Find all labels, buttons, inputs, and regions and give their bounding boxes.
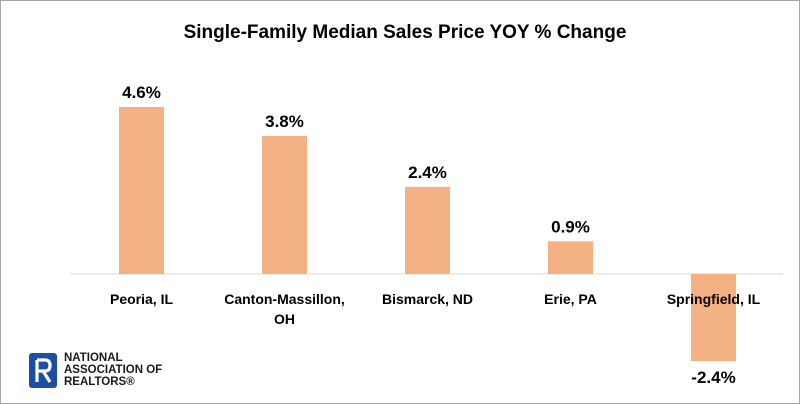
bars-layer xyxy=(119,107,736,362)
category-label-1-line-0: Canton-Massillon, xyxy=(224,291,345,307)
logo-wordmark: NATIONAL ASSOCIATION OF REALTORS® xyxy=(64,352,162,388)
logo-line-1: NATIONAL xyxy=(64,352,123,364)
category-label-1-line-1: OH xyxy=(274,311,295,327)
logo-line-2: ASSOCIATION OF xyxy=(64,364,163,376)
bar-4 xyxy=(691,274,736,362)
labels-layer: 4.6% Peoria, IL 3.8% Canton-Massillon, OH 2.4… xyxy=(110,83,761,387)
nar-logo: NATIONAL ASSOCIATION OF REALTORS® xyxy=(29,352,162,388)
category-label-4: Springfield, IL xyxy=(667,291,761,307)
chart-title: Single-Family Median Sales Price YOY % C… xyxy=(184,22,627,43)
bar-2 xyxy=(405,186,450,274)
data-label-0: 4.6% xyxy=(122,83,161,102)
bar-1 xyxy=(262,136,307,274)
category-label-3: Erie, PA xyxy=(544,291,597,307)
data-label-4: -2.4% xyxy=(691,368,735,387)
data-label-2: 2.4% xyxy=(408,163,447,182)
bar-0 xyxy=(119,107,164,274)
data-label-1: 3.8% xyxy=(265,112,304,131)
category-label-0: Peoria, IL xyxy=(110,291,173,307)
logo-line-3: REALTORS® xyxy=(64,376,135,388)
realtor-r-icon xyxy=(29,352,57,388)
bar-3 xyxy=(548,241,593,274)
category-label-2: Bismarck, ND xyxy=(382,291,473,307)
data-label-3: 0.9% xyxy=(551,217,590,236)
